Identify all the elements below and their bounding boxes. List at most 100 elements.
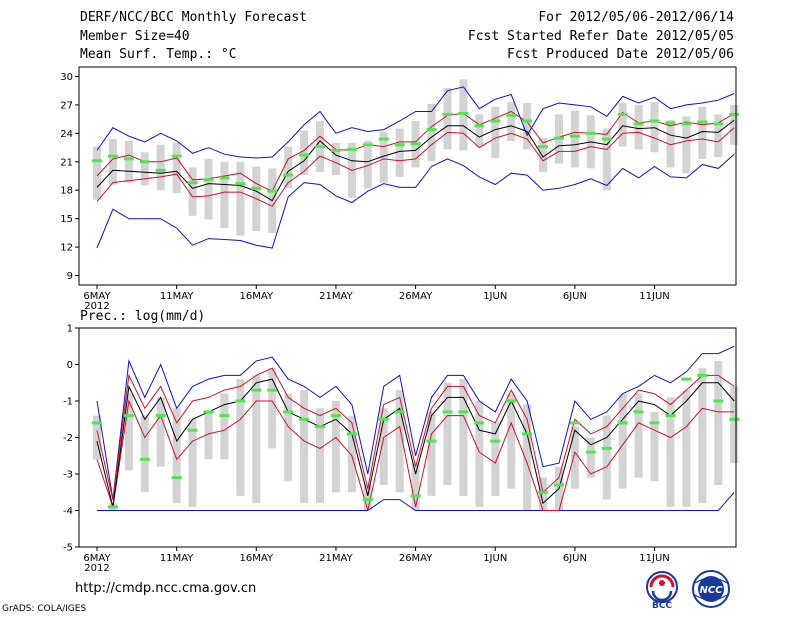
- temp-lower-spread-line: [96, 127, 735, 207]
- temp-range-bar: [156, 144, 165, 191]
- precip-x-tick-label: 11MAY: [160, 553, 194, 564]
- precip-x-tick-label: 26MAY: [399, 553, 433, 564]
- precip-observed-marker: [554, 483, 564, 487]
- temp-observed-marker: [665, 121, 676, 125]
- temp-x-tick-label: 26MAY: [399, 291, 433, 302]
- temp-observed-marker: [474, 124, 485, 128]
- temp-y-tick-label: 30: [60, 72, 73, 83]
- temp-observed-marker: [410, 142, 421, 146]
- temp-observed-marker: [378, 137, 389, 141]
- temp-range-bar: [172, 142, 181, 193]
- temp-x-tick-label: 6JUN: [563, 291, 587, 302]
- temp-range-bar: [698, 106, 707, 159]
- precip-ensemble-max-line: [96, 345, 735, 500]
- temp-observed-marker: [601, 137, 612, 141]
- precip-observed-marker: [362, 498, 373, 502]
- precip-observed-marker: [729, 417, 740, 421]
- precip-y-tick-label: -4: [63, 506, 73, 517]
- temp-ensemble-mean-line: [96, 119, 735, 202]
- precip-range-bar: [268, 368, 277, 449]
- temp-range-bar: [507, 102, 516, 141]
- precip-observed-marker: [601, 446, 612, 450]
- temp-range-bar: [331, 142, 340, 175]
- precip-observed-marker: [410, 494, 421, 498]
- precip-label: Prec.: log(mm/d): [80, 309, 206, 324]
- temp-x-tick-label: 11JUN: [639, 291, 669, 302]
- precip-range-bar: [698, 368, 707, 504]
- precip-observed-marker: [203, 410, 214, 414]
- precip-range-bar: [459, 379, 468, 496]
- temp-observed-marker: [633, 122, 644, 126]
- precip-range-bar: [236, 379, 245, 496]
- ncc-logo-text: NCC: [699, 585, 723, 596]
- source-url[interactable]: http://cmdp.ncc.cma.gov.cn: [75, 581, 257, 596]
- precip-observed-marker: [713, 399, 724, 403]
- precip-observed-marker: [538, 490, 548, 494]
- temp-observed-marker: [617, 112, 628, 116]
- temp-observed-marker: [569, 134, 580, 138]
- temp-range-bar: [140, 152, 149, 186]
- temp-x-year-label: 2012: [84, 301, 109, 312]
- temp-observed-marker: [251, 186, 262, 190]
- bcc-logo-icon: BCC: [646, 571, 678, 609]
- precip-range-bar: [491, 422, 500, 496]
- precip-range-bar: [284, 393, 293, 482]
- temp-observed-marker: [554, 136, 564, 140]
- precip-range-bar: [411, 463, 420, 511]
- temp-observed-marker: [394, 143, 405, 147]
- precip-observed-marker: [378, 417, 389, 421]
- temp-y-tick-label: 15: [60, 214, 73, 225]
- precip-observed-marker: [633, 410, 644, 414]
- temp-range-bar: [475, 114, 484, 147]
- precip-range-bar: [523, 404, 532, 511]
- temp-observed-marker: [506, 113, 517, 117]
- chart-title: DERF/NCC/BCC Monthly Forecast: [80, 10, 307, 25]
- member-size-label: Member Size=40: [80, 29, 190, 44]
- temp-observed-marker: [362, 143, 373, 147]
- temp-y-tick-label: 24: [60, 129, 73, 140]
- precip-range-bar: [252, 375, 261, 504]
- temp-range-bar: [682, 116, 691, 174]
- precip-y-tick-label: 1: [67, 324, 73, 335]
- precip-observed-marker: [92, 421, 102, 425]
- temp-observed-marker: [442, 112, 453, 116]
- grads-credit: GrADS: COLA/IGES: [2, 604, 87, 614]
- precip-range-bar: [156, 397, 165, 467]
- temp-ensemble-max-line: [96, 86, 735, 159]
- precip-observed-marker: [522, 432, 533, 436]
- temp-observed-marker: [315, 145, 325, 149]
- precip-observed-marker: [394, 410, 405, 414]
- precip-range-bar: [316, 408, 324, 504]
- precip-observed-marker: [585, 450, 596, 454]
- precip-range-bar: [331, 401, 340, 493]
- temp-range-bar: [634, 104, 643, 150]
- precip-observed-marker: [649, 421, 660, 425]
- temp-observed-marker: [219, 176, 230, 180]
- temp-range-bar: [379, 131, 388, 183]
- precip-range-bar: [347, 415, 356, 493]
- temp-y-tick-label: 18: [60, 186, 73, 197]
- precip-range-bar: [140, 415, 149, 493]
- precip-y-tick-label: -2: [63, 433, 73, 444]
- forecast-period: For 2012/05/06-2012/06/14: [538, 10, 734, 25]
- precip-range-bar: [650, 411, 659, 482]
- precip-observed-marker: [139, 457, 150, 461]
- precip-range-bar: [395, 390, 404, 493]
- temp-observed-marker: [649, 119, 660, 123]
- temp-observed-marker: [681, 122, 692, 126]
- temp-observed-marker: [713, 122, 724, 126]
- precip-range-bar: [539, 477, 547, 511]
- precip-x-tick-label: 11JUN: [639, 553, 669, 564]
- precip-observed-marker: [235, 399, 246, 403]
- temp-upper-spread-line: [96, 110, 735, 192]
- precip-upper-spread-line: [96, 367, 735, 500]
- temp-range-bar: [300, 130, 309, 175]
- precip-x-tick-label: 21MAY: [319, 553, 353, 564]
- precip-observed-marker: [458, 410, 469, 414]
- temp-observed-marker: [585, 131, 596, 135]
- precip-observed-marker: [569, 421, 580, 425]
- temp-range-bar: [363, 140, 372, 189]
- precip-lower-spread-line: [96, 399, 735, 511]
- precip-y-tick-label: -3: [63, 470, 73, 481]
- temp-range-bar: [443, 87, 452, 150]
